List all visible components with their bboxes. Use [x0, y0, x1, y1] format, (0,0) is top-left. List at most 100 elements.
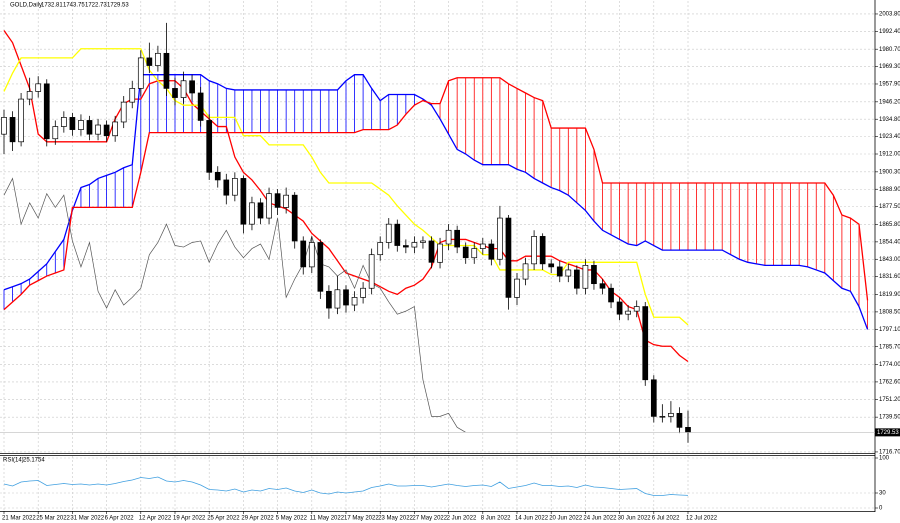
x-tick-label: 12 Apr 2022 — [139, 516, 172, 522]
y-tick-label: 30 — [879, 491, 886, 497]
candle-body — [505, 217, 512, 298]
y-tick-label: 1716.70 — [879, 450, 900, 456]
y-tick-label: 1877.50 — [879, 204, 900, 210]
candle-body — [172, 88, 178, 98]
x-tick-label: 14 Jun 2022 — [515, 516, 549, 522]
x-tick-label: 2 Jun 2022 — [447, 516, 477, 522]
x-tick-label: 5 May 2022 — [276, 516, 308, 522]
y-tick-label: 1923.40 — [879, 134, 900, 140]
x-tick-label: 25 Mar 2022 — [36, 516, 70, 522]
y-tick-label: 1854.40 — [879, 239, 900, 245]
candle-body — [291, 194, 298, 242]
x-tick-label: 29 Apr 2022 — [241, 516, 274, 522]
y-tick-label: 100 — [879, 456, 890, 462]
candle-body — [274, 193, 281, 208]
candle-body — [232, 178, 238, 196]
candle-body — [539, 236, 546, 265]
x-tick-label: 8 Jun 2022 — [481, 516, 511, 522]
candle-body — [137, 57, 144, 89]
y-tick-label: 1739.50 — [879, 415, 900, 421]
candle-body — [403, 245, 409, 248]
candle-body — [454, 229, 460, 248]
x-tick-label: 11 May 2022 — [310, 516, 345, 522]
candle-body — [206, 120, 213, 173]
rsi-line — [3, 476, 689, 496]
candle-body — [548, 263, 555, 268]
candle-body — [608, 287, 614, 303]
y-tick-label: 1980.70 — [879, 47, 900, 53]
candle-body — [377, 242, 384, 256]
candle-body — [394, 223, 401, 246]
candle-body — [437, 243, 443, 263]
y-tick-label: 1808.50 — [879, 309, 900, 315]
candle-body — [599, 283, 606, 289]
x-tick-label: 30 Jun 2022 — [618, 516, 652, 522]
candle-body — [86, 120, 93, 135]
y-tick-label: 1797.10 — [879, 327, 900, 333]
candle-body — [43, 83, 50, 140]
candle-body — [26, 91, 33, 100]
candle-body — [129, 88, 136, 103]
symbol-title: GOLD,Daily — [10, 3, 42, 9]
y-tick-label: 1969.30 — [879, 64, 900, 70]
current-price-label: 1729.53 — [877, 430, 899, 436]
y-tick-label: 1865.80 — [879, 222, 900, 228]
candle-body — [120, 101, 127, 123]
candle-body — [488, 243, 495, 260]
y-tick-label: 2003.80 — [879, 12, 900, 18]
candle-body — [78, 120, 84, 130]
candle-body — [266, 193, 272, 219]
ohlc-open: 1732.81 — [41, 3, 63, 9]
candle-body — [625, 310, 632, 315]
y-tick-label: 1957.90 — [879, 82, 900, 88]
candle-body — [351, 297, 358, 306]
ohlc-low: 1722.73 — [85, 3, 107, 9]
x-tick-label: 20 Jun 2022 — [549, 516, 583, 522]
candle-body — [95, 124, 101, 135]
indicator-line — [3, 48, 689, 326]
candle-body — [189, 80, 195, 94]
y-tick-label: 1831.60 — [879, 274, 900, 280]
rsi-title: RSI(14) — [3, 458, 24, 464]
candle-body — [317, 242, 324, 292]
y-tick-label: 1819.90 — [879, 292, 900, 298]
y-tick-label: 1762.60 — [879, 379, 900, 385]
candle-body — [573, 269, 580, 289]
candle-body — [668, 412, 674, 417]
x-tick-label: 12 Jul 2022 — [686, 516, 718, 522]
candle-body — [360, 287, 366, 298]
candle-body — [514, 278, 520, 298]
candle-body — [676, 412, 683, 428]
y-tick-label: 1843.00 — [879, 257, 900, 263]
candle-body — [385, 223, 392, 243]
candle-body — [411, 242, 418, 248]
candle-body — [642, 306, 649, 381]
y-tick-label: 1934.80 — [879, 117, 900, 123]
candle-body — [163, 52, 170, 89]
x-tick-label: 17 May 2022 — [344, 516, 379, 522]
candle-body — [240, 178, 247, 225]
indicator-line — [3, 74, 869, 330]
candle-body — [650, 379, 657, 417]
indicator-line — [3, 177, 466, 433]
candle-body — [633, 306, 640, 312]
candle-body — [1, 117, 7, 135]
candle-body — [257, 202, 264, 219]
candle-body — [497, 217, 503, 260]
x-tick-label: 6 Jul 2022 — [652, 516, 680, 522]
candle-body — [103, 124, 110, 137]
candle-body — [214, 171, 221, 181]
y-tick-label: 1785.70 — [879, 344, 900, 350]
candle-body — [35, 83, 42, 92]
candle-body — [565, 269, 572, 277]
candle-body — [18, 98, 24, 143]
candle-body — [52, 126, 59, 140]
y-tick-label: 1992.40 — [879, 29, 900, 35]
candle-body — [155, 52, 161, 66]
x-tick-label: 6 Apr 2022 — [105, 516, 135, 522]
x-tick-label: 23 May 2022 — [378, 516, 413, 522]
x-tick-label: 25 Apr 2022 — [207, 516, 240, 522]
candle-body — [556, 266, 563, 277]
candle-body — [60, 117, 67, 127]
